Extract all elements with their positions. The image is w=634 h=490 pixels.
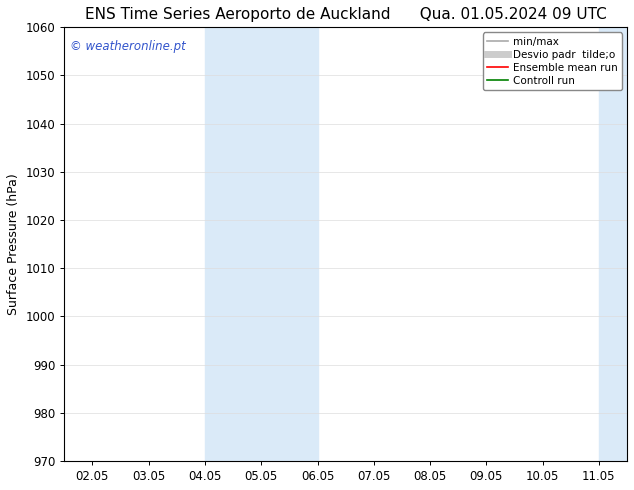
- Bar: [205, 27, 318, 461]
- Text: © weatheronline.pt: © weatheronline.pt: [70, 40, 186, 53]
- Y-axis label: Surface Pressure (hPa): Surface Pressure (hPa): [7, 173, 20, 315]
- Legend: min/max, Desvio padr  tilde;o, Ensemble mean run, Controll run: min/max, Desvio padr tilde;o, Ensemble m…: [482, 32, 622, 90]
- Title: ENS Time Series Aeroporto de Auckland      Qua. 01.05.2024 09 UTC: ENS Time Series Aeroporto de Auckland Qu…: [85, 7, 607, 22]
- Bar: [599, 27, 627, 461]
